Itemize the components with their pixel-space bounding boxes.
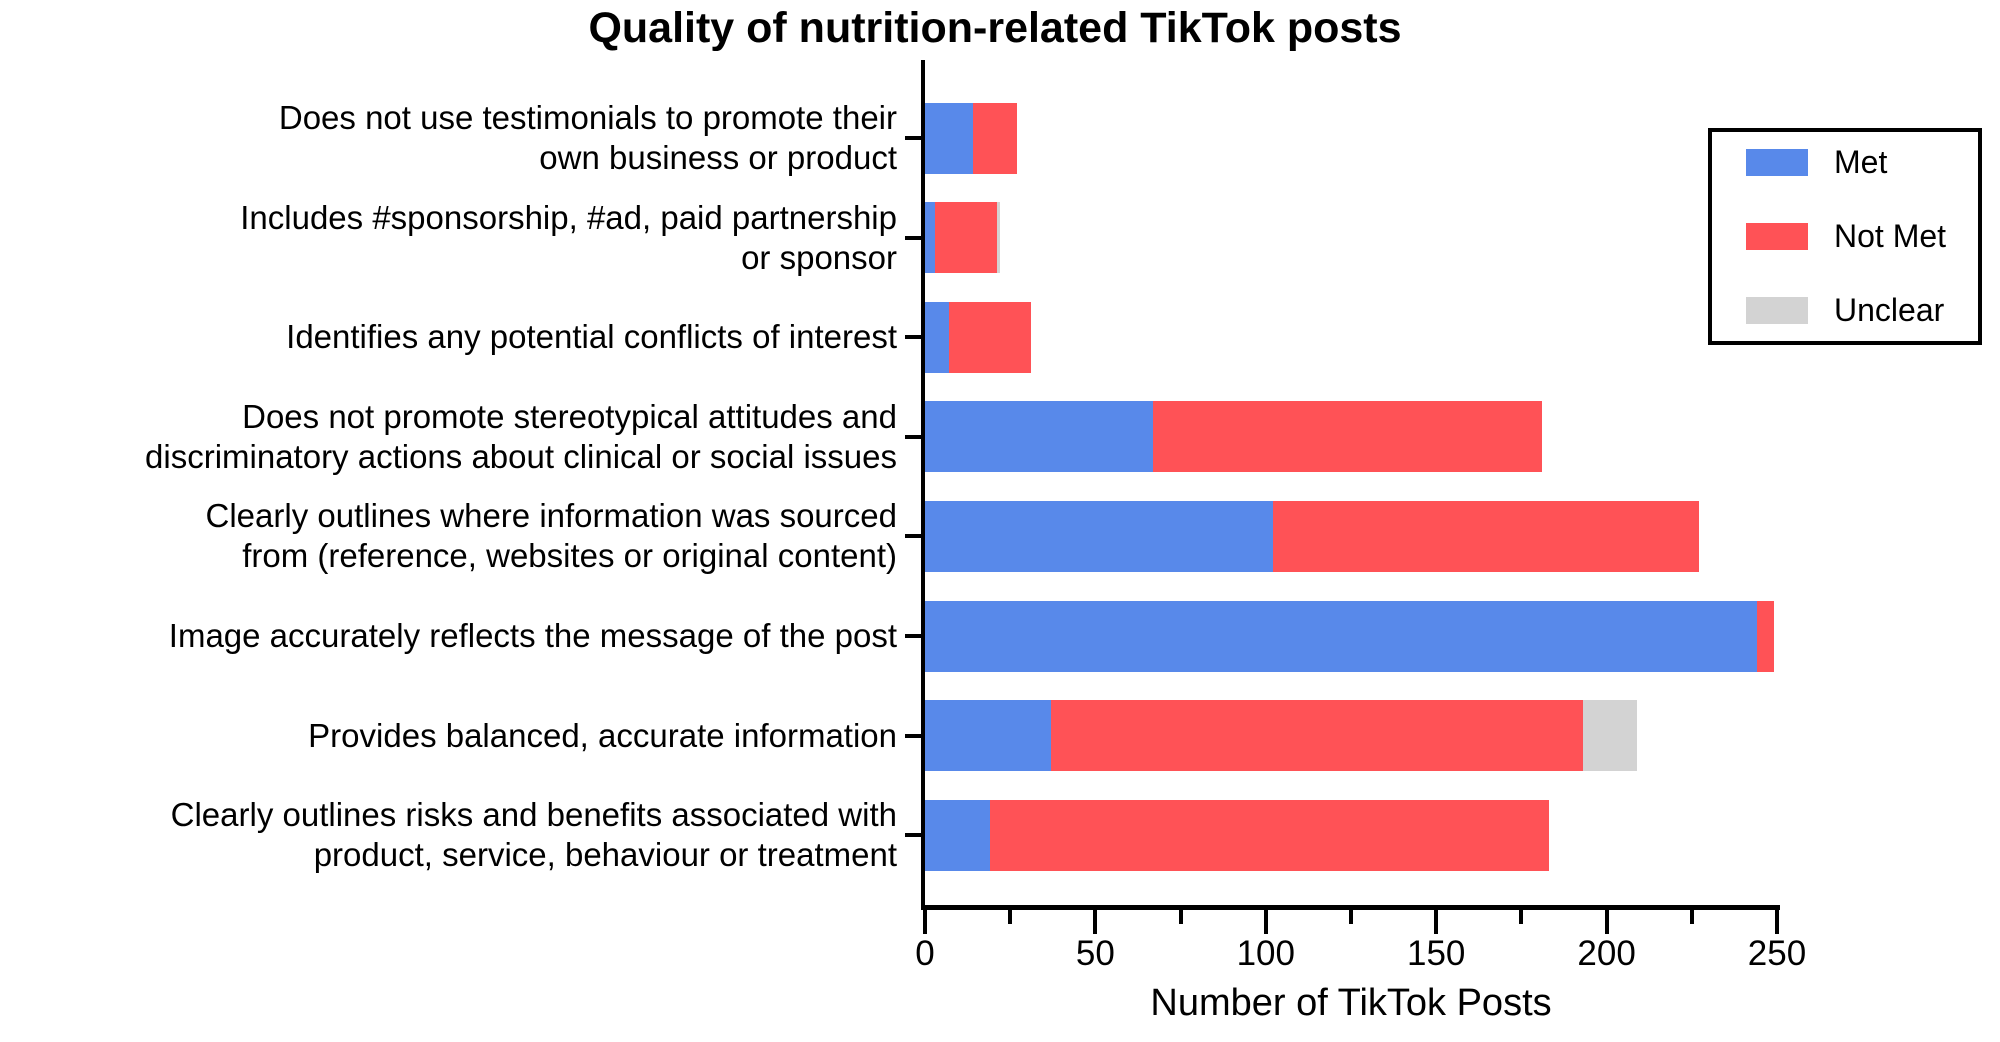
bar-segment-met (925, 500, 1273, 572)
bar-segment-met (925, 600, 1757, 672)
x-axis-minor-tick (1178, 910, 1183, 924)
legend-swatch-not-met (1746, 223, 1808, 250)
x-axis-tick-label: 200 (1577, 934, 1636, 973)
bar-segment-not-met (1272, 500, 1699, 572)
bar-segment-met (925, 102, 973, 174)
x-axis-tick-label: 100 (1236, 934, 1295, 973)
bar-segment-not-met (935, 202, 997, 274)
x-axis-tick-label: 150 (1406, 934, 1466, 973)
y-axis-tick (905, 534, 921, 539)
x-axis-tick-label: 0 (915, 934, 935, 973)
bar-segment-met (925, 301, 949, 373)
y-axis-tick (905, 733, 921, 738)
legend-label-not-met: Not Met (1834, 218, 1947, 254)
legend: Met Not Met Unclear (1708, 128, 1982, 345)
category-label: Clearly outlines risks and benefits asso… (170, 796, 897, 874)
legend-swatch-met (1746, 149, 1808, 176)
y-axis-tick (905, 434, 921, 439)
bar-segment-not-met (948, 301, 1031, 373)
y-axis-tick (905, 136, 921, 140)
x-axis-minor-tick (1519, 910, 1524, 924)
y-axis-tick (905, 833, 921, 838)
category-label: Does not promote stereotypical attitudes… (145, 397, 897, 475)
bar-segment-unclear (996, 202, 1000, 274)
x-axis-minor-tick (1349, 910, 1353, 924)
category-label: Identifies any potential conflicts of in… (286, 318, 897, 356)
x-axis-major-tick (1263, 910, 1268, 934)
x-axis-minor-tick (1008, 910, 1013, 924)
category-label: Clearly outlines where information was s… (205, 497, 898, 575)
y-axis-spine (921, 60, 925, 910)
x-axis-major-tick (1604, 910, 1609, 934)
x-axis-major-tick (1093, 910, 1098, 934)
x-axis-tick-label: 250 (1747, 934, 1807, 973)
x-axis-major-tick (923, 910, 927, 934)
bar-segment-not-met (1051, 700, 1583, 772)
bar-segment-not-met (972, 102, 1017, 174)
x-axis-major-tick (1434, 910, 1439, 934)
bar-segment-not-met (1153, 401, 1542, 473)
chart-title: Quality of nutrition-related TikTok post… (588, 4, 1402, 52)
x-axis-minor-tick (1689, 910, 1694, 924)
category-label: Provides balanced, accurate information (308, 716, 897, 754)
category-label: Does not use testimonials to promote the… (278, 99, 897, 176)
x-axis-spine (921, 905, 1780, 910)
y-axis-tick (905, 235, 921, 240)
legend-label-unclear: Unclear (1834, 292, 1945, 328)
bar-segment-not-met (989, 799, 1549, 871)
bar-segment-met (925, 700, 1052, 772)
legend-item-not-met: Not Met (1746, 218, 1978, 255)
bar-segment-unclear (1582, 700, 1638, 772)
bar-segment-met (925, 401, 1154, 473)
y-axis-tick (905, 634, 921, 638)
category-label: Image accurately reflects the message of… (168, 617, 897, 654)
legend-swatch-unclear (1746, 297, 1808, 324)
y-axis-tick (905, 335, 921, 340)
legend-item-met: Met (1746, 144, 1978, 181)
x-axis-major-tick (1775, 910, 1779, 934)
legend-label-met: Met (1834, 144, 1888, 180)
x-axis-tick-label: 50 (1075, 934, 1115, 973)
bar-segment-not-met (1756, 600, 1774, 672)
category-label: Includes #sponsorship, #ad, paid partner… (240, 198, 897, 276)
legend-item-unclear: Unclear (1746, 292, 1978, 329)
bar-segment-met (925, 799, 990, 871)
bar-segment-met (925, 202, 936, 274)
x-axis-title: Number of TikTok Posts (1150, 982, 1552, 1024)
